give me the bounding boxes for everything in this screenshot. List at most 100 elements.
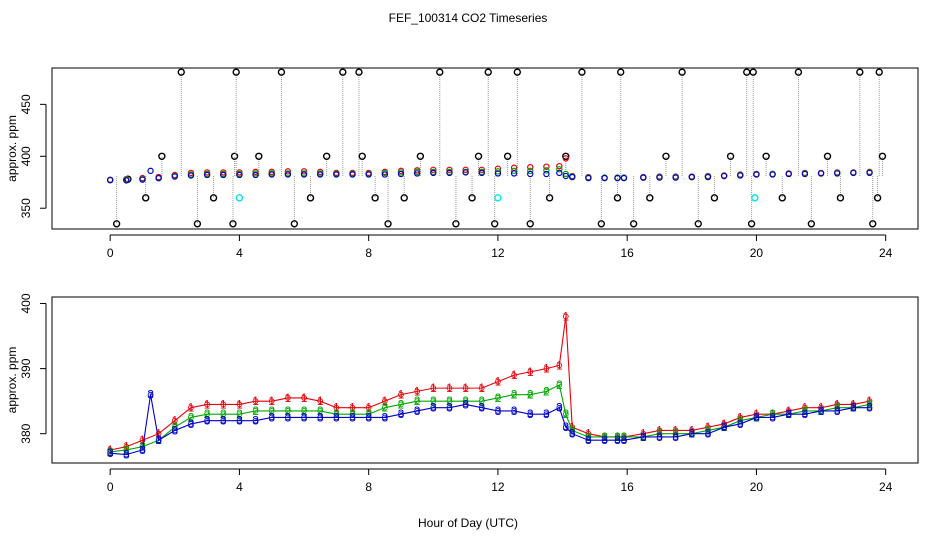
series-point-3 [236, 417, 243, 424]
series-point-1 [527, 369, 534, 375]
series-point-1 [268, 398, 275, 405]
series-point-1 [252, 398, 259, 405]
baseline-point [527, 167, 534, 175]
series-point-3 [556, 404, 563, 411]
series-point-2 [365, 411, 372, 418]
series-point-1 [414, 388, 420, 395]
series-point-3 [301, 414, 307, 421]
baseline-point [300, 171, 308, 178]
figure-title: FEF_100314 CO2 Timeseries [389, 11, 548, 25]
series-marker-3: 3 [139, 443, 146, 457]
spike-point [177, 68, 185, 76]
series-point-3 [656, 434, 663, 440]
spike-point [290, 220, 299, 228]
baseline-point [640, 174, 647, 181]
top-panel: approx. ppm 0 4 8 12 16 20 24 350 400 45… [5, 67, 919, 260]
spike-point [794, 68, 803, 76]
spike-point [235, 194, 244, 202]
series-point-1 [737, 414, 744, 421]
spike-point [878, 152, 887, 160]
series-marker-2: 2 [527, 388, 534, 402]
top-panel-x-tick: 12 [491, 246, 505, 260]
series-marker-3: 3 [478, 401, 485, 415]
series-marker-2: 2 [349, 407, 356, 421]
spike-point [629, 220, 638, 228]
series-marker-2: 2 [171, 420, 178, 434]
series-marker-3: 3 [301, 410, 308, 424]
baseline-point [543, 170, 550, 178]
series-marker-3: 3 [511, 404, 518, 418]
series-point-1 [333, 404, 340, 411]
series-point-3 [802, 411, 808, 418]
series-marker-2: 2 [204, 407, 211, 421]
series-marker-3: 3 [462, 397, 469, 411]
series-marker-3: 3 [220, 414, 227, 428]
series-marker-3: 3 [850, 401, 857, 415]
series-marker-3: 3 [123, 448, 130, 462]
series-point-1 [672, 427, 679, 434]
series-point-1 [365, 404, 372, 411]
spike-point [613, 194, 622, 202]
series-marker-1: 1 [556, 358, 563, 372]
series-marker-2: 2 [621, 430, 628, 444]
baseline-point [349, 171, 356, 178]
spike-point [869, 220, 877, 228]
series-marker-1: 1 [527, 365, 534, 379]
series-point-2 [204, 411, 210, 418]
series-point-1 [446, 385, 453, 391]
spike-point [358, 152, 366, 160]
baseline-point [413, 170, 421, 177]
bottom-panel-y-axis-label: approx. ppm [5, 347, 19, 414]
series-point-3 [737, 421, 744, 427]
spike-point [836, 194, 845, 202]
series-point-3 [753, 414, 760, 421]
baseline-point [601, 174, 608, 182]
series-marker-1: 1 [850, 397, 857, 411]
series-marker-2: 2 [769, 407, 776, 421]
series-point-1 [556, 362, 563, 369]
bottom-panel-y-tick: 400 [19, 293, 33, 313]
series-marker-3: 3 [705, 427, 712, 441]
baseline-point [785, 170, 792, 178]
bottom-panel-marks: 1 1 1 111 1 1 1 1 1 1 1 1 1 1 1 1 1 1 1 1 1 1 1 1 1 1 111 1 1 1 1 1 1 1 1 1… [107, 310, 873, 462]
spike-point [751, 194, 759, 202]
series-marker-2: 2 [188, 410, 195, 424]
series-marker-2: 2 [430, 394, 437, 408]
series-marker-3: 3 [381, 410, 388, 424]
baseline-point [317, 171, 324, 178]
series-marker-3: 3 [398, 407, 405, 421]
baseline-point [430, 166, 437, 173]
series-marker-3: 3 [737, 417, 744, 431]
series-marker-1: 1 [569, 420, 576, 434]
series-point-3 [495, 408, 501, 414]
series-point-1 [381, 398, 388, 405]
series-marker-2: 2 [478, 394, 485, 408]
spike-point [322, 152, 331, 160]
baseline-point [585, 174, 592, 182]
series-point-3 [381, 414, 388, 421]
series-point-1 [349, 404, 356, 411]
series-point-3 [527, 411, 534, 418]
series-marker-1: 1 [349, 401, 356, 415]
baseline-point [381, 171, 389, 178]
series-point-2 [398, 401, 404, 408]
series-point-1 [785, 408, 792, 414]
series-marker-1: 1 [737, 410, 744, 424]
baseline-point [562, 172, 569, 180]
bottom-panel-y-tick: 380 [19, 423, 33, 443]
baseline-point [333, 171, 340, 178]
series-point-2 [236, 411, 243, 418]
bottom-panel-frame [51, 296, 919, 464]
series-point-2 [543, 388, 550, 395]
series-point-1 [818, 404, 824, 411]
baseline-point [569, 173, 576, 181]
baseline-point [147, 167, 154, 175]
baseline-point [543, 167, 550, 174]
series-point-2 [672, 430, 679, 437]
series-marker-2: 2 [511, 388, 518, 402]
series-point-1 [850, 401, 857, 408]
spike-point [807, 220, 816, 228]
spike-point [646, 194, 654, 202]
series-point-2 [495, 395, 501, 401]
